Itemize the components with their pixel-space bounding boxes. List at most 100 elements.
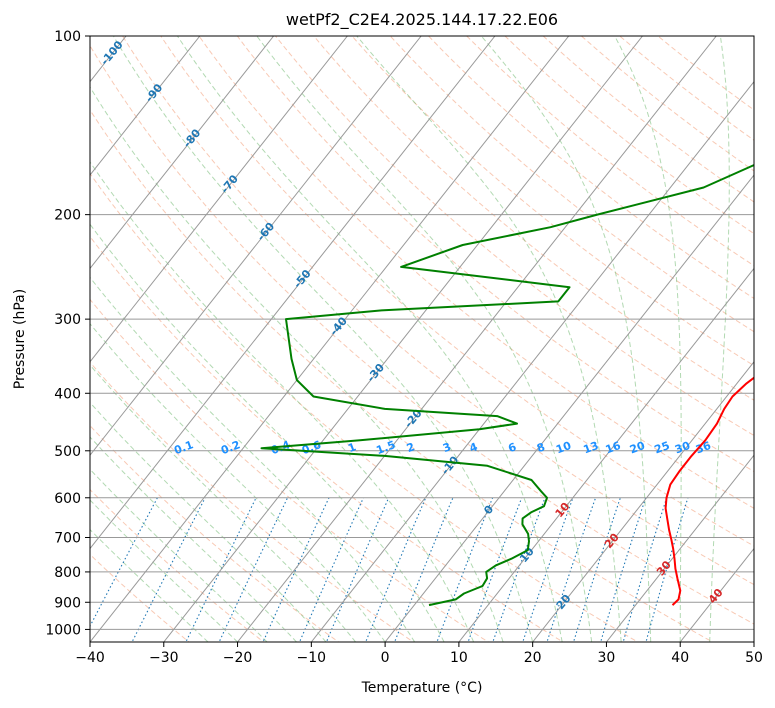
mixing-ratio-line [325,497,390,642]
mixing-ratio-line [436,497,494,642]
moist-adiabat [709,36,730,642]
plot-frame [89,35,755,643]
x-tick-label: 40 [671,650,689,666]
series-dewpoint [260,163,754,607]
moist-adiabat [90,468,268,642]
moist-adiabat [90,223,445,642]
mixing-ratio-line [645,497,689,642]
mixing-ratio-label: 1.5 [374,438,397,457]
dry-adiabat [236,36,754,473]
x-tick-label: 30 [598,650,616,666]
mixing-ratio-label: 0.4 [269,438,292,457]
x-tick-label: 20 [524,650,542,666]
moist-adiabat [90,499,238,642]
isotherm-line [90,36,275,270]
moist-adiabat [256,36,593,642]
moist-adiabat [356,36,622,642]
mixing-ratio-line [394,497,454,642]
x-tick-label: −20 [223,650,253,666]
isotherm-line [90,36,422,457]
isotherm-line [90,36,201,176]
y-tick-label: 200 [54,208,81,224]
mixing-ratio-line [572,497,621,642]
isotherm-line [458,267,754,642]
mixing-ratio-label: 0.1 [172,438,195,457]
y-tick-label: 400 [54,386,81,402]
moist-adiabat [90,161,475,642]
x-tick-label: 50 [745,650,763,666]
y-tick-label: 100 [54,29,81,45]
mixing-ratio-label: 16 [604,439,623,457]
mixing-ratio-line [546,497,597,642]
plot-background [90,36,754,642]
dry-adiabat [122,36,754,586]
moist-adiabat [90,436,297,642]
moist-adiabat [90,276,416,642]
plot-frame-fill [90,36,754,642]
isotherm-line [310,80,754,642]
isotherm-line [606,454,754,642]
mixing-ratio-label: 13 [582,439,601,456]
dry-adiabat [90,109,714,642]
y-tick-label: 1000 [45,622,81,638]
isotherm-line [90,36,570,642]
mixing-ratio-line [492,497,546,642]
isotherm-line [532,361,754,642]
dewpoint-line [260,163,754,607]
mixing-ratio-label: 36 [694,439,713,457]
isotherm-line [90,36,496,550]
mixing-ratio-label: 20 [628,439,647,457]
mixing-ratio-label: 6 [507,440,519,455]
y-tick-label: 600 [54,491,81,507]
mixing-ratio-label: 0.2 [219,438,242,457]
moist-adiabat [90,528,209,642]
moist-adiabat [112,36,534,642]
x-axis-label: Temperature (°C) [361,680,483,696]
y-tick-label: 700 [54,531,81,547]
moist-adiabat [90,364,356,642]
dry-adiabat [90,235,564,642]
mixing-ratio-label: 30 [673,439,692,457]
mixing-ratio-label: 1 [346,440,358,455]
mixing-ratio-line [622,497,668,642]
mixing-ratio-line [218,497,288,642]
mixing-ratio-label: 2 [405,440,417,455]
mixing-ratio-line [298,497,364,642]
x-tick-label: −30 [149,650,179,666]
x-tick-label: 10 [450,650,468,666]
axes: −40 −30 −20 −10 0 10 20 30 40 5010020030040050060… [45,29,763,666]
moist-adiabat [90,401,327,642]
mixing-ratio-line [365,497,427,642]
dry-adiabat [313,36,754,401]
mixing-ratio-label: 25 [653,439,672,456]
mixing-ratio-line [600,497,647,642]
mixing-ratio-line [467,497,523,642]
x-tick-label: 0 [381,650,390,666]
chart-title: wetPf2_C2E4.2025.144.17.22.E06 [286,10,558,30]
moist-adiabat [90,322,386,642]
mixing-ratio-label: 4 [468,440,480,455]
moist-adiabat [176,36,563,642]
mixing-ratio-line [522,497,574,642]
temperature-line [664,376,754,606]
isotherm-line [90,36,348,363]
x-tick-label: −10 [297,650,327,666]
isotherm-line [237,36,717,642]
mixing-ratio-line [185,497,257,642]
y-tick-label: 900 [54,595,81,611]
y-axis-label: Pressure (hPa) [12,289,28,389]
mixing-ratio-line [262,497,330,642]
moist-adiabat [90,86,504,642]
y-tick-label: 500 [54,444,81,460]
moist-adiabat [614,36,682,642]
dry-adiabat [198,36,754,509]
y-tick-label: 800 [54,565,81,581]
isotherm-line [163,36,643,642]
dry-adiabat [351,36,754,367]
isotherm-line [384,174,754,642]
mixing-ratio-label: 3 [441,440,453,455]
series-temperature [664,376,754,606]
moist-adiabat [480,36,652,642]
y-tick-label: 300 [54,312,81,328]
